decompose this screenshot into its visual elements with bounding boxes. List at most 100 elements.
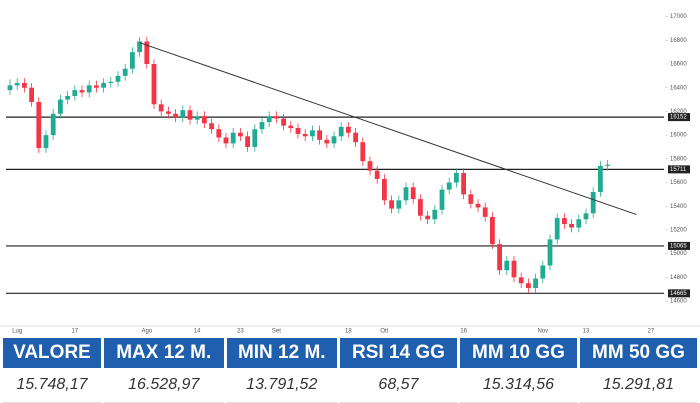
candle-body (245, 136, 250, 147)
candle-body (439, 189, 445, 210)
candle-body (583, 213, 589, 220)
value-cell: 68,57 (339, 368, 457, 403)
candle-body (367, 161, 373, 171)
candle-body (346, 126, 351, 133)
candle-body (526, 283, 531, 288)
x-tick-label: Ott (380, 329, 388, 335)
candle-body (238, 132, 243, 137)
y-tick-label: 14600 (670, 299, 687, 305)
candle-body (410, 187, 416, 200)
value-cell: 16.528,97 (103, 368, 224, 403)
candle-body (50, 113, 56, 136)
level-tag (668, 289, 690, 298)
candle-body (209, 123, 214, 130)
candle-body (324, 139, 330, 144)
x-tick-label: Set (272, 329, 281, 335)
header-cell: MAX 12 M. (103, 338, 224, 368)
candle-body (29, 87, 34, 102)
candle-body (180, 110, 186, 118)
candle-body (425, 215, 430, 220)
candle-body (144, 41, 150, 64)
candle-body (454, 173, 459, 183)
candle-body (518, 277, 524, 284)
candle-body (504, 260, 510, 271)
candle-body (43, 135, 49, 149)
candle-body (151, 64, 157, 105)
candle-body (266, 116, 272, 123)
candle-body (338, 126, 344, 137)
header-cell: MM 50 GG (579, 338, 697, 368)
candle-body (382, 178, 387, 201)
candle-body (101, 82, 106, 88)
candle-body (274, 116, 279, 119)
x-tick-label: 17 (71, 329, 78, 335)
chart: 14600 14800 15000 15200 15400 15600 15800 16000… (0, 0, 700, 335)
x-tick-label: 18 (345, 329, 352, 335)
level-label: 14665 (670, 291, 687, 297)
candle-body (115, 75, 121, 82)
candle-body (202, 116, 207, 124)
candle-body (533, 278, 538, 288)
candle-body (446, 182, 452, 190)
level-tag (668, 241, 690, 250)
candle-body (353, 132, 358, 143)
plot-background (0, 0, 700, 326)
candle-body (252, 129, 258, 147)
candle-body (547, 239, 553, 266)
candle-body (295, 128, 301, 134)
y-tick-label: 14800 (670, 275, 687, 281)
y-tick-label: 15400 (670, 204, 687, 210)
level-label: 15065 (670, 244, 687, 250)
y-tick-label: 16400 (670, 85, 687, 91)
level-label: 15711 (670, 167, 687, 173)
header-cell: MM 10 GG (459, 338, 577, 368)
candle-body (605, 164, 610, 166)
candle-body (130, 52, 135, 69)
candle-body (194, 116, 200, 120)
trendline (139, 42, 637, 215)
value-cell: 15.314,56 (459, 368, 577, 403)
level-label: 16152 (670, 115, 687, 121)
candle-body (475, 203, 481, 208)
candle-body (230, 132, 236, 144)
candle-body (569, 224, 574, 228)
x-tick-label: 13 (583, 329, 590, 335)
value-cell: 13.791,52 (226, 368, 337, 403)
candle-body (7, 85, 13, 91)
header-cell: RSI 14 GG (339, 338, 457, 368)
candle-body (403, 187, 409, 201)
candle-body (310, 130, 315, 137)
candle-body (216, 129, 222, 138)
candle-body (418, 199, 423, 216)
y-tick-label: 15800 (670, 156, 687, 162)
candle-body (187, 110, 193, 120)
candle-body (86, 85, 92, 93)
candle-body (108, 81, 114, 83)
candle-body (554, 218, 560, 240)
level-tag (668, 165, 690, 174)
candle-body (223, 137, 229, 144)
y-tick-label: 16200 (670, 109, 687, 115)
candle-body (511, 260, 517, 278)
x-tick-label: 27 (647, 329, 654, 335)
candle-body (396, 200, 402, 209)
candle-body (137, 41, 142, 53)
candle-body (166, 111, 171, 114)
y-tick-label: 16800 (670, 38, 687, 44)
candle-body (360, 142, 366, 162)
candle-body (79, 90, 85, 93)
header-cell: VALORE (3, 338, 101, 368)
candle-body (22, 82, 27, 88)
x-tick-label: 23 (237, 329, 244, 335)
candle-body (14, 82, 20, 86)
candle-body (259, 122, 265, 130)
y-tick-label: 15000 (670, 251, 687, 257)
value-cell: 15.748,17 (3, 368, 101, 403)
candle-body (317, 130, 322, 140)
candle-body (540, 265, 546, 279)
candle-body (281, 118, 286, 126)
candle-body (576, 219, 582, 228)
candle-body (432, 209, 438, 220)
candle-body (590, 192, 596, 214)
